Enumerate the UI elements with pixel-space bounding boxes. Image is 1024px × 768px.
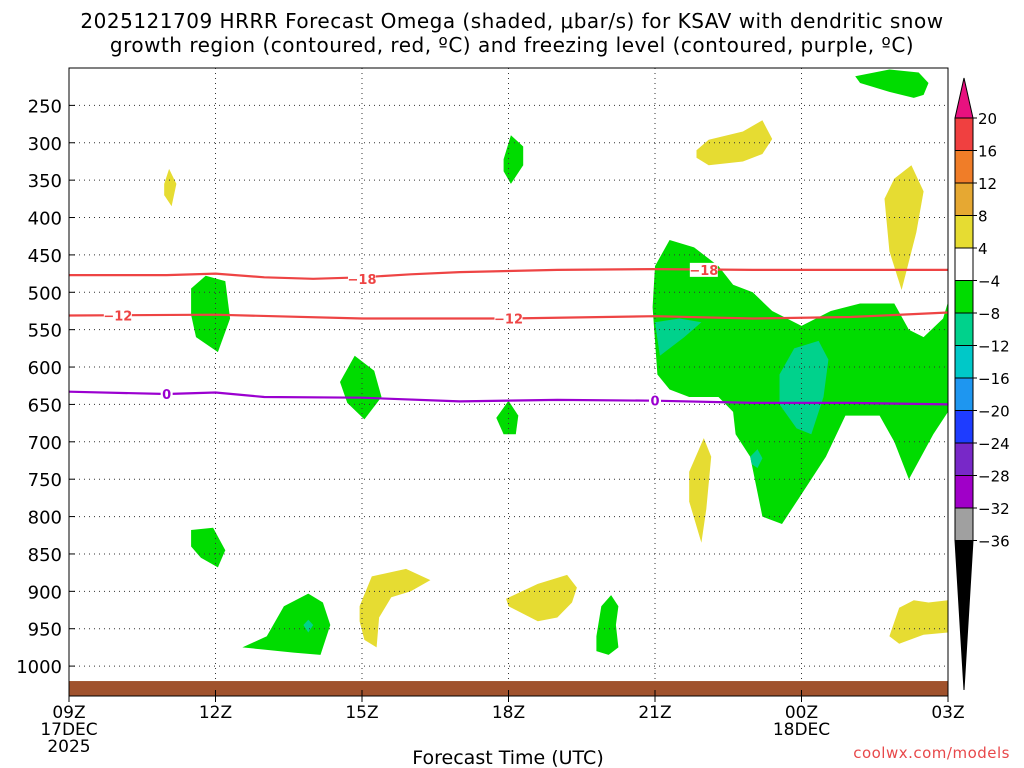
y-tick-label-550: 550 [28, 321, 62, 342]
freezing-level-label-bg-0 [160, 386, 173, 401]
y-tick-label-800: 800 [28, 508, 62, 529]
dgz-minus18-label-1: −18 [689, 264, 718, 279]
colorbar-label-12: −32 [978, 500, 1010, 518]
y-tick-label-1000: 1000 [16, 657, 62, 678]
x-tick-label-18-0: 03Z [931, 703, 964, 723]
colorbar-label-1: 16 [978, 143, 997, 161]
y-tick-label-600: 600 [28, 358, 62, 379]
y-tick-label-250: 250 [28, 96, 62, 117]
omega-teal-4 [303, 619, 314, 633]
x-tick-label-12-0: 21Z [638, 703, 671, 723]
y-tick-label-450: 450 [28, 246, 62, 267]
dgz-minus18-label-0: −18 [348, 273, 377, 288]
colorbar-arrow-top [954, 77, 974, 119]
omega-green-low-3 [596, 595, 619, 655]
y-axis: 250 300 350 400 450 500 550 600 650 700 750 800 850 9… [16, 96, 75, 678]
colorbar-bin-1 [954, 117, 974, 151]
x-tick-label-0-2: 2025 [47, 737, 90, 757]
x-tick-label-0-0: 09Z [52, 703, 85, 723]
freezing-level-label-1: 0 [650, 395, 659, 410]
dgz-minus12-line [68, 311, 949, 320]
omega-green-mid-2 [496, 400, 519, 435]
x-tick-label-15-1: 18DEC [773, 720, 830, 740]
colorbar-label-11: −28 [978, 468, 1010, 486]
y-tick-label-300: 300 [28, 134, 62, 155]
y-tick-label-400: 400 [28, 209, 62, 230]
y-tick-label-950: 950 [28, 620, 62, 641]
y-tick-label-900: 900 [28, 582, 62, 603]
y-tick-label-750: 750 [28, 470, 62, 491]
omega-teal-2 [779, 340, 829, 435]
colorbar-label-13: −36 [978, 533, 1010, 551]
x-axis-label: Forecast Time (UTC) [412, 747, 603, 768]
omega-yellow-low-3 [889, 600, 948, 644]
freezing-level-label-0: 0 [162, 388, 171, 403]
colorbar-bin-6 [954, 280, 974, 314]
colorbar: 20 16 12 8 4 −4 −8 −12 −16 −20 −24 −28 −32 −36 [954, 77, 1010, 691]
omega-yellow-low-2 [506, 574, 577, 622]
colorbar-arrow-bottom [954, 540, 974, 691]
colorbar-bin-3 [954, 182, 974, 216]
colorbar-label-4: 4 [978, 240, 988, 258]
x-tick-label-9-0: 18Z [492, 703, 525, 723]
colorbar-bin-11 [954, 442, 974, 476]
y-tick-label-700: 700 [28, 433, 62, 454]
omega-green-high-topright [855, 69, 929, 98]
dgz-minus12-label-bg-0 [103, 308, 132, 323]
y-tick-label-850: 850 [28, 545, 62, 566]
omega-teal-3 [750, 449, 763, 468]
x-tick-label-15-0: 00Z [785, 703, 818, 723]
colorbar-bin-8 [954, 345, 974, 379]
colorbar-bin-5 [954, 247, 974, 281]
colorbar-label-7: −12 [978, 338, 1010, 356]
colorbar-bin-9 [954, 377, 974, 411]
omega-shaded-layer [164, 69, 948, 655]
contour-layer: −18 −18 −12 −12 0 0 [68, 262, 949, 410]
ground-surface [69, 681, 948, 696]
colorbar-bin-2 [954, 150, 974, 184]
y-tick-label-500: 500 [28, 283, 62, 304]
dgz-minus12-label-0: −12 [103, 309, 132, 324]
colorbar-bin-13 [954, 507, 974, 541]
omega-teal-1 [655, 318, 702, 356]
chart-title-line-2: growth region (contoured, red, ºC) and f… [109, 33, 915, 57]
dgz-minus12-label-bg-1 [494, 311, 523, 326]
omega-yellow-right-1 [884, 165, 924, 290]
colorbar-label-10: −24 [978, 435, 1010, 453]
y-tick-label-650: 650 [28, 395, 62, 416]
dgz-minus18-label-bg-1 [689, 262, 718, 277]
dgz-minus18-line [69, 268, 948, 280]
colorbar-label-3: 8 [978, 208, 988, 226]
omega-green-upper [503, 135, 524, 184]
colorbar-label-5: −4 [978, 273, 1000, 291]
colorbar-label-9: −20 [978, 403, 1010, 421]
x-tick-label-3-0: 12Z [199, 703, 232, 723]
x-tick-label-6-0: 15Z [345, 703, 378, 723]
dgz-minus12-label-1: −12 [494, 312, 523, 327]
omega-green-mid-1 [340, 355, 382, 420]
chart-title-line-1: 2025121709 HRRR Forecast Omega (shaded, … [80, 9, 944, 33]
credit-text: coolwx.com/models [853, 744, 1010, 762]
colorbar-label-0: 20 [978, 110, 997, 128]
omega-yellow-low-1 [359, 568, 431, 648]
y-tick-label-350: 350 [28, 171, 62, 192]
colorbar-bin-12 [954, 475, 974, 509]
colorbar-label-6: −8 [978, 305, 1000, 323]
freezing-level-line [68, 390, 949, 406]
x-tick-label-0-1: 17DEC [40, 720, 97, 740]
dgz-minus18-label-bg-0 [348, 271, 376, 286]
colorbar-bin-4 [954, 215, 974, 249]
omega-yellow-left [164, 168, 177, 207]
freezing-level-label-bg-1 [649, 393, 661, 408]
colorbar-label-8: −16 [978, 370, 1010, 388]
omega-green-low-1 [191, 527, 226, 568]
colorbar-bin-7 [954, 312, 974, 346]
omega-green-low-2 [242, 593, 331, 655]
colorbar-label-2: 12 [978, 175, 997, 193]
colorbar-bin-10 [954, 410, 974, 444]
